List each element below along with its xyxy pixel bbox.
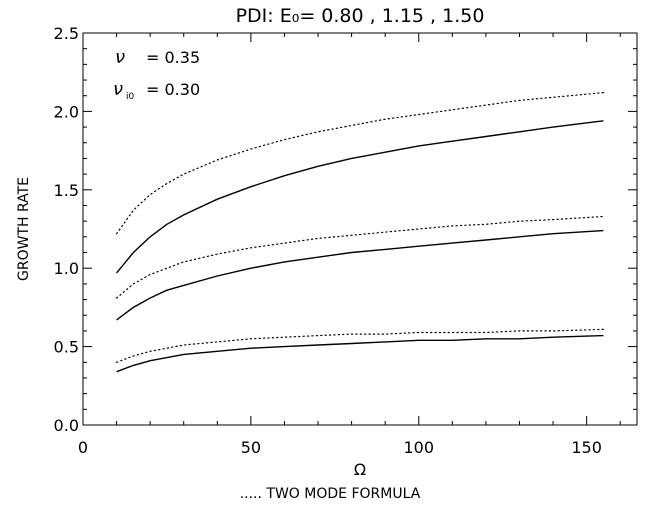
y-tick-label: 2.5: [54, 24, 79, 43]
annotation-nu-i0-subscript: i0: [126, 92, 135, 102]
y-axis: 0.0 0.5 1.0 1.5 2.0 2.5: [54, 24, 637, 435]
dotted-curve-4: [115, 91, 605, 235]
solid-curve-3: [116, 229, 604, 321]
y-axis-label: GROWTH RATE: [16, 177, 32, 281]
y-tick-label: 0.5: [54, 338, 79, 357]
annotation-nu-symbol: ν: [115, 47, 125, 68]
series-lines: [115, 91, 605, 373]
x-tick-label: 100: [403, 438, 434, 457]
x-axis-label: Ω: [354, 460, 366, 479]
x-tick-label: 0: [78, 438, 88, 457]
x-tick-label: 150: [571, 438, 602, 457]
x-axis: 0 50 100 150: [78, 33, 621, 457]
y-tick-label: 1.5: [54, 181, 79, 200]
x-tick-label: 50: [241, 438, 261, 457]
y-tick-label: 0.0: [54, 416, 79, 435]
plot-frame: [82, 32, 638, 426]
two-mode-caption: ..... TWO MODE FORMULA: [240, 486, 421, 502]
dotted-curve-2: [115, 215, 605, 299]
chart-title: PDI: E₀= 0.80 , 1.15 , 1.50: [236, 5, 485, 27]
solid-curve-1: [116, 334, 604, 373]
annotation-nu-i0: ν i0 = 0.30: [113, 79, 200, 102]
annotation-nu-value: = 0.35: [146, 48, 200, 67]
y-tick-label: 2.0: [54, 102, 79, 121]
solid-curve-5: [116, 120, 604, 274]
annotation-nu-i0-symbol: ν: [113, 79, 123, 100]
y-tick-label: 1.0: [54, 259, 79, 278]
annotation-nu-i0-value: = 0.30: [146, 80, 200, 99]
annotation-nu: ν = 0.35: [115, 47, 200, 68]
dotted-curve-0: [115, 328, 605, 363]
